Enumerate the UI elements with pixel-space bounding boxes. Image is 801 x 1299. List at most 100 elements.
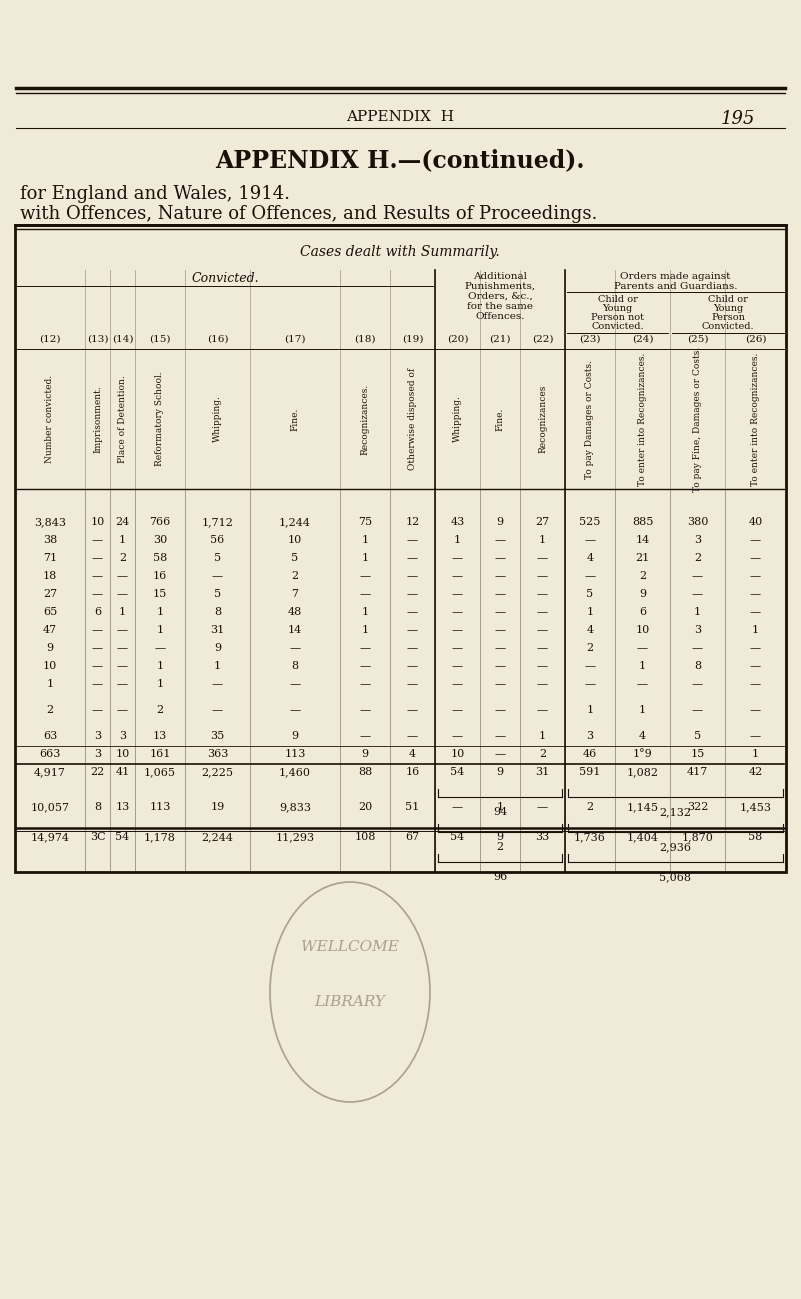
Text: 1,453: 1,453 bbox=[739, 801, 771, 812]
Text: —: — bbox=[360, 588, 371, 599]
Text: —: — bbox=[407, 643, 418, 653]
Text: —: — bbox=[750, 553, 761, 562]
Text: Imprisonment.: Imprisonment. bbox=[93, 385, 102, 453]
Text: (21): (21) bbox=[489, 335, 511, 344]
Text: Offences.: Offences. bbox=[475, 312, 525, 321]
Text: —: — bbox=[92, 535, 103, 546]
Text: 1,244: 1,244 bbox=[279, 517, 311, 527]
Text: (15): (15) bbox=[149, 335, 171, 344]
Text: Whipping.: Whipping. bbox=[213, 396, 222, 443]
Text: 2: 2 bbox=[539, 750, 546, 759]
Text: 1: 1 bbox=[361, 535, 368, 546]
Text: 1°9: 1°9 bbox=[633, 750, 652, 759]
Text: 5: 5 bbox=[586, 588, 594, 599]
Text: 322: 322 bbox=[686, 801, 708, 812]
Text: 417: 417 bbox=[687, 766, 708, 777]
Text: —: — bbox=[452, 625, 463, 635]
Text: 4,917: 4,917 bbox=[34, 766, 66, 777]
Text: 47: 47 bbox=[43, 625, 57, 635]
Text: 10,057: 10,057 bbox=[30, 801, 70, 812]
Text: 1: 1 bbox=[539, 731, 546, 740]
Text: (24): (24) bbox=[632, 335, 654, 344]
Text: 113: 113 bbox=[149, 801, 171, 812]
Text: Place of Detention.: Place of Detention. bbox=[118, 375, 127, 462]
Text: 58: 58 bbox=[153, 553, 167, 562]
Text: 10: 10 bbox=[91, 517, 105, 527]
Text: —: — bbox=[494, 607, 505, 617]
Text: 1: 1 bbox=[156, 679, 163, 688]
Text: —: — bbox=[360, 679, 371, 688]
Text: —: — bbox=[407, 661, 418, 672]
Text: 1,712: 1,712 bbox=[202, 517, 233, 527]
Text: 4: 4 bbox=[639, 731, 646, 740]
Text: 2: 2 bbox=[586, 801, 594, 812]
Text: 5: 5 bbox=[292, 553, 299, 562]
Text: —: — bbox=[585, 661, 596, 672]
Text: for England and Wales, 1914.: for England and Wales, 1914. bbox=[20, 184, 290, 203]
Text: —: — bbox=[494, 731, 505, 740]
Text: 9: 9 bbox=[497, 766, 504, 777]
Text: —: — bbox=[537, 588, 548, 599]
Text: Convicted.: Convicted. bbox=[191, 271, 259, 284]
Text: —: — bbox=[212, 572, 223, 581]
Text: 9: 9 bbox=[497, 517, 504, 527]
Text: 1,082: 1,082 bbox=[626, 766, 658, 777]
Text: 9: 9 bbox=[639, 588, 646, 599]
Text: —: — bbox=[692, 679, 703, 688]
Text: 35: 35 bbox=[211, 731, 224, 740]
Text: —: — bbox=[537, 705, 548, 714]
Text: —: — bbox=[494, 705, 505, 714]
Text: —: — bbox=[407, 553, 418, 562]
Text: —: — bbox=[494, 679, 505, 688]
Text: —: — bbox=[750, 661, 761, 672]
Text: Otherwise disposed of: Otherwise disposed of bbox=[408, 368, 417, 470]
Text: —: — bbox=[360, 661, 371, 672]
Text: 3: 3 bbox=[94, 750, 101, 759]
Text: 20: 20 bbox=[358, 801, 372, 812]
Text: —: — bbox=[92, 588, 103, 599]
Text: 591: 591 bbox=[579, 766, 601, 777]
Text: —: — bbox=[494, 588, 505, 599]
Text: —: — bbox=[289, 705, 300, 714]
Text: 5: 5 bbox=[694, 731, 701, 740]
Text: —: — bbox=[750, 607, 761, 617]
Text: —: — bbox=[494, 661, 505, 672]
Text: —: — bbox=[407, 572, 418, 581]
Text: 71: 71 bbox=[43, 553, 57, 562]
Text: —: — bbox=[637, 643, 648, 653]
Text: —: — bbox=[692, 643, 703, 653]
Text: 113: 113 bbox=[284, 750, 306, 759]
Text: —: — bbox=[92, 625, 103, 635]
Text: 1: 1 bbox=[639, 661, 646, 672]
Text: —: — bbox=[537, 553, 548, 562]
Text: 19: 19 bbox=[211, 801, 224, 812]
Text: 10: 10 bbox=[450, 750, 465, 759]
Text: —: — bbox=[537, 661, 548, 672]
Text: Orders, &c.,: Orders, &c., bbox=[468, 292, 533, 301]
Text: 88: 88 bbox=[358, 766, 372, 777]
Text: 10: 10 bbox=[43, 661, 57, 672]
Text: (18): (18) bbox=[354, 335, 376, 344]
Text: 13: 13 bbox=[153, 731, 167, 740]
Text: Fine.: Fine. bbox=[291, 408, 300, 431]
Text: —: — bbox=[537, 801, 548, 812]
Text: 1: 1 bbox=[752, 625, 759, 635]
Text: 4: 4 bbox=[586, 625, 594, 635]
Text: 31: 31 bbox=[535, 766, 549, 777]
Text: —: — bbox=[494, 553, 505, 562]
Text: 67: 67 bbox=[405, 831, 420, 842]
Text: 16: 16 bbox=[405, 766, 420, 777]
Text: —: — bbox=[452, 801, 463, 812]
Text: 2: 2 bbox=[46, 705, 54, 714]
Text: —: — bbox=[407, 607, 418, 617]
Text: 195: 195 bbox=[721, 110, 755, 129]
Text: 3: 3 bbox=[119, 731, 126, 740]
Text: (20): (20) bbox=[447, 335, 469, 344]
Text: 363: 363 bbox=[207, 750, 228, 759]
Text: 46: 46 bbox=[583, 750, 597, 759]
Text: 1: 1 bbox=[156, 661, 163, 672]
Text: 8: 8 bbox=[94, 801, 101, 812]
Text: —: — bbox=[494, 535, 505, 546]
Text: 2,132: 2,132 bbox=[659, 807, 691, 817]
Text: 2: 2 bbox=[119, 553, 126, 562]
